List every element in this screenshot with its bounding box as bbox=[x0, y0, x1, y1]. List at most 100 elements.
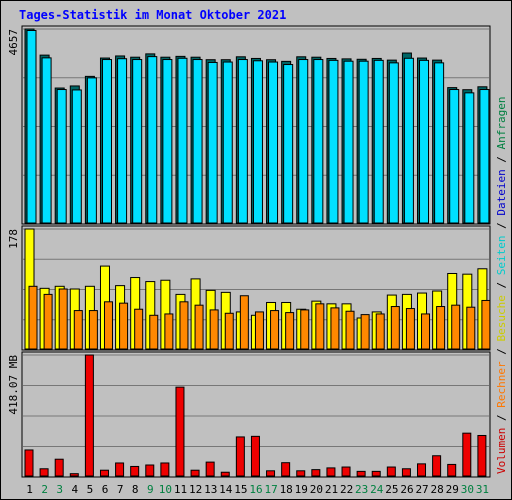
day-label: 23 bbox=[355, 483, 368, 496]
day-label: 15 bbox=[234, 483, 247, 496]
volumen-bar bbox=[341, 466, 351, 477]
rechner-bar bbox=[330, 307, 340, 350]
rechner-bar bbox=[28, 285, 38, 350]
rechner-bar bbox=[421, 313, 431, 350]
volumen-bar bbox=[24, 449, 34, 477]
dateien-bar bbox=[26, 30, 37, 224]
day-label: 24 bbox=[370, 483, 384, 496]
dateien-bar bbox=[328, 59, 339, 224]
volumen-bar bbox=[462, 432, 472, 477]
rechner-bar bbox=[436, 306, 446, 350]
right-legend: Volumen / Rechner / Besuche / Seiten / D… bbox=[495, 96, 508, 474]
volumen-bar bbox=[417, 463, 427, 477]
volumen-bar bbox=[281, 462, 291, 477]
dateien-bar bbox=[298, 59, 309, 224]
dateien-bar bbox=[177, 57, 188, 224]
day-label: 7 bbox=[117, 483, 124, 496]
dateien-bar bbox=[373, 59, 384, 224]
legend-item: / bbox=[495, 342, 508, 362]
day-label: 2 bbox=[41, 483, 48, 496]
volumen-bar bbox=[250, 435, 260, 477]
rechner-bar bbox=[300, 309, 310, 350]
day-label: 18 bbox=[280, 483, 293, 496]
volumen-bar bbox=[54, 458, 64, 477]
day-label: 12 bbox=[189, 483, 202, 496]
rechner-bar bbox=[134, 308, 144, 350]
y-max-label: 4657 bbox=[7, 29, 20, 56]
dateien-bar bbox=[252, 60, 263, 224]
dateien-bar bbox=[313, 59, 324, 224]
rechner-bar bbox=[239, 295, 249, 350]
volumen-bar bbox=[84, 354, 94, 477]
rechner-bar bbox=[119, 302, 129, 350]
day-label: 14 bbox=[219, 483, 233, 496]
dateien-bar bbox=[449, 89, 460, 224]
volumen-bar bbox=[326, 467, 336, 477]
day-label: 30 bbox=[461, 483, 474, 496]
dateien-bar bbox=[147, 56, 158, 224]
volumen-bar bbox=[311, 469, 321, 477]
legend-item: Volumen bbox=[495, 428, 508, 474]
dateien-bar bbox=[388, 62, 399, 224]
volumen-bar bbox=[145, 464, 155, 477]
dateien-bar bbox=[343, 60, 354, 224]
rechner-bar bbox=[360, 314, 370, 350]
rechner-bar bbox=[164, 313, 174, 350]
volumen-bar bbox=[160, 462, 170, 477]
rechner-bar bbox=[390, 306, 400, 350]
dateien-bar bbox=[117, 58, 128, 224]
rechner-bar bbox=[194, 304, 204, 350]
dateien-bar bbox=[71, 89, 82, 224]
y-max-label: 178 bbox=[7, 229, 20, 249]
day-label: 11 bbox=[174, 483, 187, 496]
volumen-bar bbox=[432, 455, 442, 477]
rechner-bar bbox=[466, 306, 476, 350]
volumen-bar bbox=[220, 471, 230, 477]
volumen-bar bbox=[386, 466, 396, 477]
day-label: 25 bbox=[385, 483, 398, 496]
dateien-bar bbox=[237, 59, 248, 224]
rechner-bar bbox=[103, 301, 113, 350]
y-max-label: 418.07 MB bbox=[7, 355, 20, 415]
volumen-bar bbox=[130, 465, 140, 477]
dateien-bar bbox=[283, 64, 294, 224]
day-label: 13 bbox=[204, 483, 217, 496]
legend-item: / bbox=[495, 408, 508, 428]
volumen-bar bbox=[69, 473, 79, 477]
dateien-bar bbox=[403, 57, 414, 224]
day-label: 10 bbox=[159, 483, 172, 496]
volumen-bar bbox=[235, 436, 245, 477]
day-label: 28 bbox=[431, 483, 444, 496]
volumen-bar bbox=[39, 468, 49, 477]
volumen-bar bbox=[99, 469, 109, 477]
day-label: 27 bbox=[415, 483, 428, 496]
dateien-bar bbox=[207, 61, 218, 224]
day-label: 8 bbox=[132, 483, 139, 496]
dateien-bar bbox=[101, 59, 112, 224]
rechner-bar bbox=[149, 314, 159, 350]
day-label: 17 bbox=[264, 483, 277, 496]
rechner-bar bbox=[209, 309, 219, 350]
volumen-bar bbox=[371, 470, 381, 477]
day-label: 6 bbox=[102, 483, 109, 496]
dateien-bar bbox=[86, 77, 97, 224]
rechner-bar bbox=[285, 312, 295, 350]
dateien-bar bbox=[41, 57, 52, 224]
legend-item: Rechner bbox=[495, 361, 508, 408]
chart-title: Tages-Statistik im Monat Oktober 2021 bbox=[19, 8, 286, 22]
day-label: 20 bbox=[310, 483, 323, 496]
dateien-bar bbox=[222, 61, 233, 224]
dateien-bar bbox=[162, 59, 173, 224]
rechner-bar bbox=[345, 310, 355, 350]
day-label: 5 bbox=[87, 483, 94, 496]
rechner-bar bbox=[179, 301, 189, 350]
legend-item: Anfragen bbox=[495, 96, 508, 149]
dateien-bar bbox=[358, 60, 369, 224]
day-label: 26 bbox=[400, 483, 413, 496]
rechner-bar bbox=[375, 313, 385, 350]
volumen-bar bbox=[190, 469, 200, 477]
rechner-bar bbox=[315, 303, 325, 350]
legend-item: / bbox=[495, 275, 508, 295]
volumen-bar bbox=[477, 434, 487, 477]
